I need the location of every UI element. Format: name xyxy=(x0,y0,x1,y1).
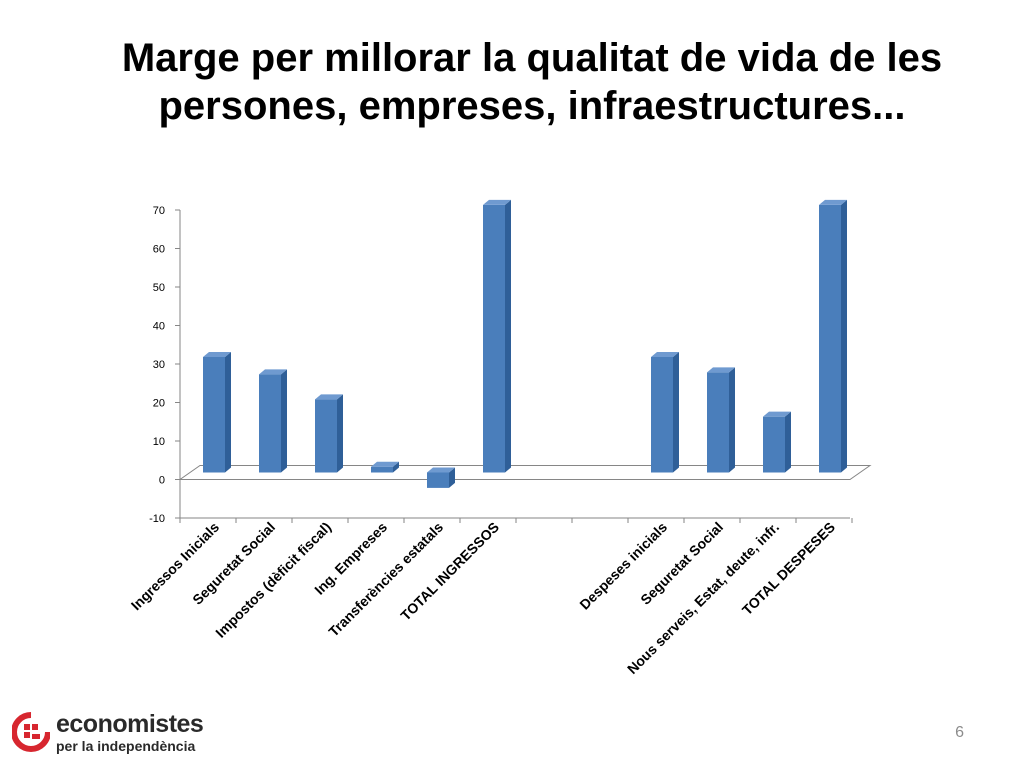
bar-top xyxy=(203,352,231,357)
slide-title-line-1: Marge per millorar la qualitat de vida d… xyxy=(121,36,943,80)
category-label: TOTAL DESPESES xyxy=(739,519,838,618)
logo-name: economistes xyxy=(56,710,204,738)
bar-side xyxy=(225,352,231,473)
bar xyxy=(651,357,673,473)
bar-top xyxy=(427,467,455,473)
y-tick-label: 10 xyxy=(153,436,165,448)
bar xyxy=(763,416,785,473)
bar-side xyxy=(505,199,511,473)
bar-top xyxy=(315,394,343,400)
y-tick-label: 30 xyxy=(153,359,165,371)
bar-side xyxy=(785,411,791,473)
bar-top xyxy=(707,367,735,373)
bar-top xyxy=(483,199,511,205)
y-tick-label: 70 xyxy=(153,205,165,217)
page-number: 6 xyxy=(955,724,964,741)
chart-floor xyxy=(178,465,872,480)
category-label: TOTAL INGRESSOS xyxy=(397,519,502,624)
bar-side xyxy=(729,367,735,473)
y-tick-label: -10 xyxy=(149,513,165,525)
y-tick-label: 60 xyxy=(153,244,165,256)
bar xyxy=(819,204,841,473)
logo-subtitle: per la independència xyxy=(56,738,196,754)
bar-top xyxy=(763,411,791,417)
bar xyxy=(427,472,449,488)
bar-top xyxy=(651,352,679,357)
y-tick-label: 40 xyxy=(153,321,165,333)
bar xyxy=(371,466,393,473)
bar-side xyxy=(449,467,455,488)
logo-mark-icon xyxy=(12,712,50,752)
category-label: Transferències estatals xyxy=(325,519,446,640)
bar-top xyxy=(819,199,847,205)
y-tick-label: 0 xyxy=(159,475,165,487)
bar-side xyxy=(393,461,399,473)
bar-side xyxy=(841,199,847,473)
bar xyxy=(707,372,729,473)
category-label: Impostos (dèficit fiscal) xyxy=(212,519,334,641)
bar-top xyxy=(371,461,399,467)
bar xyxy=(483,204,505,473)
bar-top xyxy=(259,369,287,375)
slide-title-line-2: persones, empreses, infraestructures... xyxy=(158,84,906,128)
slide-title: Marge per millorar la qualitat de vida d… xyxy=(40,34,1024,130)
bar-side xyxy=(281,369,287,473)
bar xyxy=(259,374,281,473)
bar-side xyxy=(673,352,679,473)
bar xyxy=(203,357,225,473)
logo: economistes per la independència xyxy=(12,710,252,756)
bar xyxy=(315,399,337,473)
y-tick-label: 50 xyxy=(153,282,165,294)
bar-side xyxy=(337,394,343,473)
y-tick-label: 20 xyxy=(153,398,165,410)
